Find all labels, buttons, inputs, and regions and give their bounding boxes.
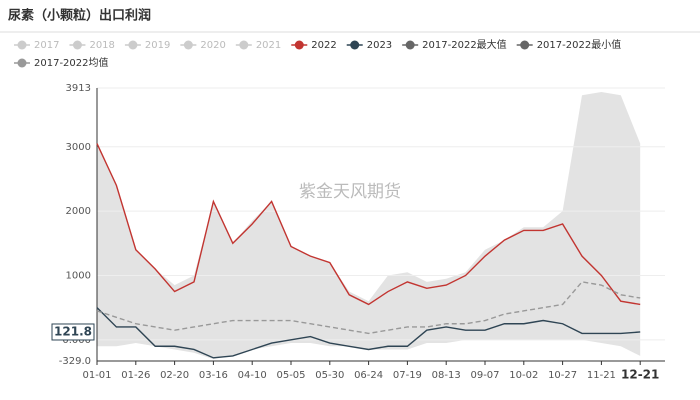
legend-dot[interactable] bbox=[72, 40, 82, 50]
legend-label[interactable]: 2017-2022最大值 bbox=[422, 38, 507, 51]
legend-dot[interactable] bbox=[350, 40, 360, 50]
x-tick-label: 08-13 bbox=[432, 370, 461, 381]
series-line bbox=[96, 307, 641, 359]
legend-label[interactable]: 2017-2022均值 bbox=[34, 56, 109, 69]
current-value: 121.8 bbox=[54, 324, 92, 338]
legend-label[interactable]: 2019 bbox=[145, 40, 170, 51]
legend-label[interactable]: 2023 bbox=[367, 40, 392, 51]
x-tick-label: 03-16 bbox=[199, 370, 228, 381]
band-area bbox=[97, 92, 641, 360]
y-tick-label: 3000 bbox=[66, 142, 91, 153]
legend-dot[interactable] bbox=[128, 40, 138, 50]
legend-label[interactable]: 2018 bbox=[89, 40, 114, 51]
legend-dot[interactable] bbox=[520, 40, 530, 50]
x-tick-label: 09-07 bbox=[470, 370, 499, 381]
x-tick-label: 11-21 bbox=[587, 370, 616, 381]
x-tick-label: 01-01 bbox=[82, 370, 111, 381]
legend-label[interactable]: 2017 bbox=[34, 40, 59, 51]
legend-dot[interactable] bbox=[405, 40, 415, 50]
legend-dot[interactable] bbox=[294, 40, 304, 50]
series-line bbox=[96, 281, 641, 335]
x-tick-label: 05-30 bbox=[315, 370, 344, 381]
y-tick-label: 1000 bbox=[66, 270, 91, 281]
legend-dot[interactable] bbox=[183, 40, 193, 50]
legend-label[interactable]: 2020 bbox=[200, 40, 225, 51]
x-tick-label: 07-19 bbox=[393, 370, 422, 381]
watermark: 紫金天风期货 bbox=[299, 182, 401, 202]
legend-label[interactable]: 2017-2022最小值 bbox=[537, 38, 622, 51]
legend-label[interactable]: 2022 bbox=[311, 40, 336, 51]
y-tick-label: 2000 bbox=[66, 206, 91, 217]
legend-label[interactable]: 2021 bbox=[256, 40, 281, 51]
legend-dot[interactable] bbox=[239, 40, 249, 50]
current-value-box bbox=[51, 323, 95, 341]
x-tick-label: 06-24 bbox=[354, 370, 383, 381]
chart-title: 尿素（小颗粒）出口利润 bbox=[8, 8, 151, 24]
x-tick-label: 05-05 bbox=[276, 370, 305, 381]
x-tick-label: 10-02 bbox=[509, 370, 538, 381]
legend-dot[interactable] bbox=[17, 40, 27, 50]
series-line bbox=[96, 143, 641, 306]
x-tick-label: 12-21 bbox=[621, 368, 659, 382]
x-tick-label: 01-26 bbox=[121, 370, 150, 381]
legend-dot[interactable] bbox=[17, 58, 27, 68]
x-tick-label: 04-10 bbox=[238, 370, 267, 381]
x-tick-label: 02-20 bbox=[160, 370, 189, 381]
y-tick-label: -329.0 bbox=[59, 356, 91, 367]
y-tick-label: 3913 bbox=[66, 83, 91, 94]
x-tick-label: 10-27 bbox=[548, 370, 577, 381]
